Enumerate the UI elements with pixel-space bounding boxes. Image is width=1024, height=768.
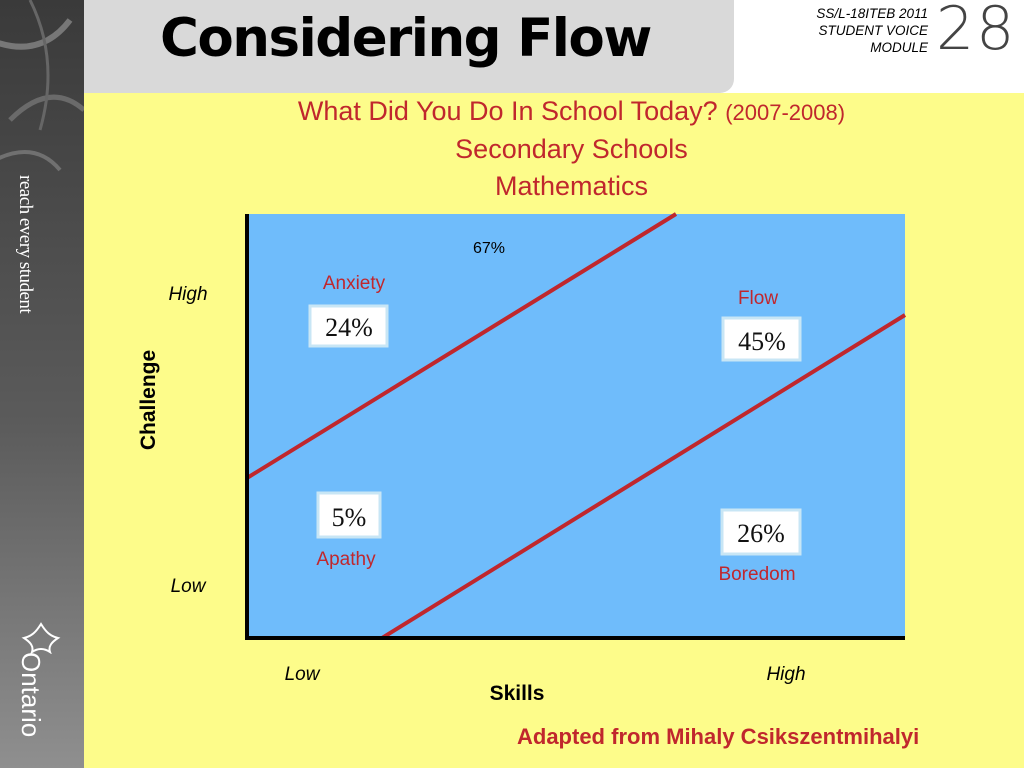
- source-credit: Adapted from Mihaly Csikszentmihalyi: [517, 724, 920, 749]
- region-label-apathy: Apathy: [316, 549, 376, 570]
- module-label: SS/L-18ITEB 2011 STUDENT VOICE MODULE: [816, 5, 928, 56]
- anxiety-boundary-line: [245, 212, 678, 480]
- chart-subtitle: Mathematics: [494, 171, 649, 201]
- region-label-anxiety: Anxiety: [323, 273, 386, 294]
- region-value-box: [721, 316, 802, 362]
- sidebar-tagline: reach every student: [15, 175, 36, 314]
- region-value-box: [308, 304, 389, 348]
- page-number: 28: [936, 0, 1017, 64]
- x-tick-label: High: [766, 664, 805, 685]
- y-tick-label: Low: [171, 576, 207, 597]
- chart-title: What Did You Do In School Today?: [297, 96, 718, 126]
- boredom-boundary-line: [380, 313, 907, 640]
- trillium-logo-icon: [21, 622, 61, 654]
- chart-heading: What Did You Do In School Today? (2007-2…: [84, 93, 1024, 205]
- region-value-boredom: 26%: [737, 519, 785, 548]
- region-value-anxiety: 24%: [325, 313, 373, 342]
- region-label-flow: Flow: [738, 288, 778, 309]
- region-value-box: [316, 491, 382, 539]
- chart-title-years: (2007-2008): [725, 100, 846, 125]
- y-axis-label: Challenge: [137, 350, 160, 450]
- sidebar: reach every student Ontario: [0, 0, 84, 768]
- region-value-box: [720, 508, 802, 556]
- module-line: SS/L-18ITEB 2011: [816, 6, 928, 21]
- region-label-boredom: Boredom: [718, 564, 795, 585]
- plot-area: [247, 214, 905, 638]
- region-value-flow: 45%: [738, 327, 786, 356]
- region-value-apathy: 5%: [332, 503, 367, 532]
- ontario-logo-text: Ontario: [16, 652, 46, 738]
- decorative-swirl-icon: [0, 0, 84, 172]
- x-tick-label: Low: [285, 664, 321, 685]
- x-axis-label: Skills: [490, 682, 545, 705]
- annotation-label: 67%: [473, 240, 505, 257]
- module-line: MODULE: [870, 40, 928, 55]
- y-tick-label: High: [168, 284, 207, 305]
- slide-title: Considering Flow: [160, 8, 652, 69]
- chart-subtitle: Secondary Schools: [455, 134, 688, 164]
- title-bar: [84, 0, 734, 93]
- module-line: STUDENT VOICE: [818, 23, 928, 38]
- chart-title-line: What Did You Do In School Today? (2007-2…: [84, 93, 1024, 131]
